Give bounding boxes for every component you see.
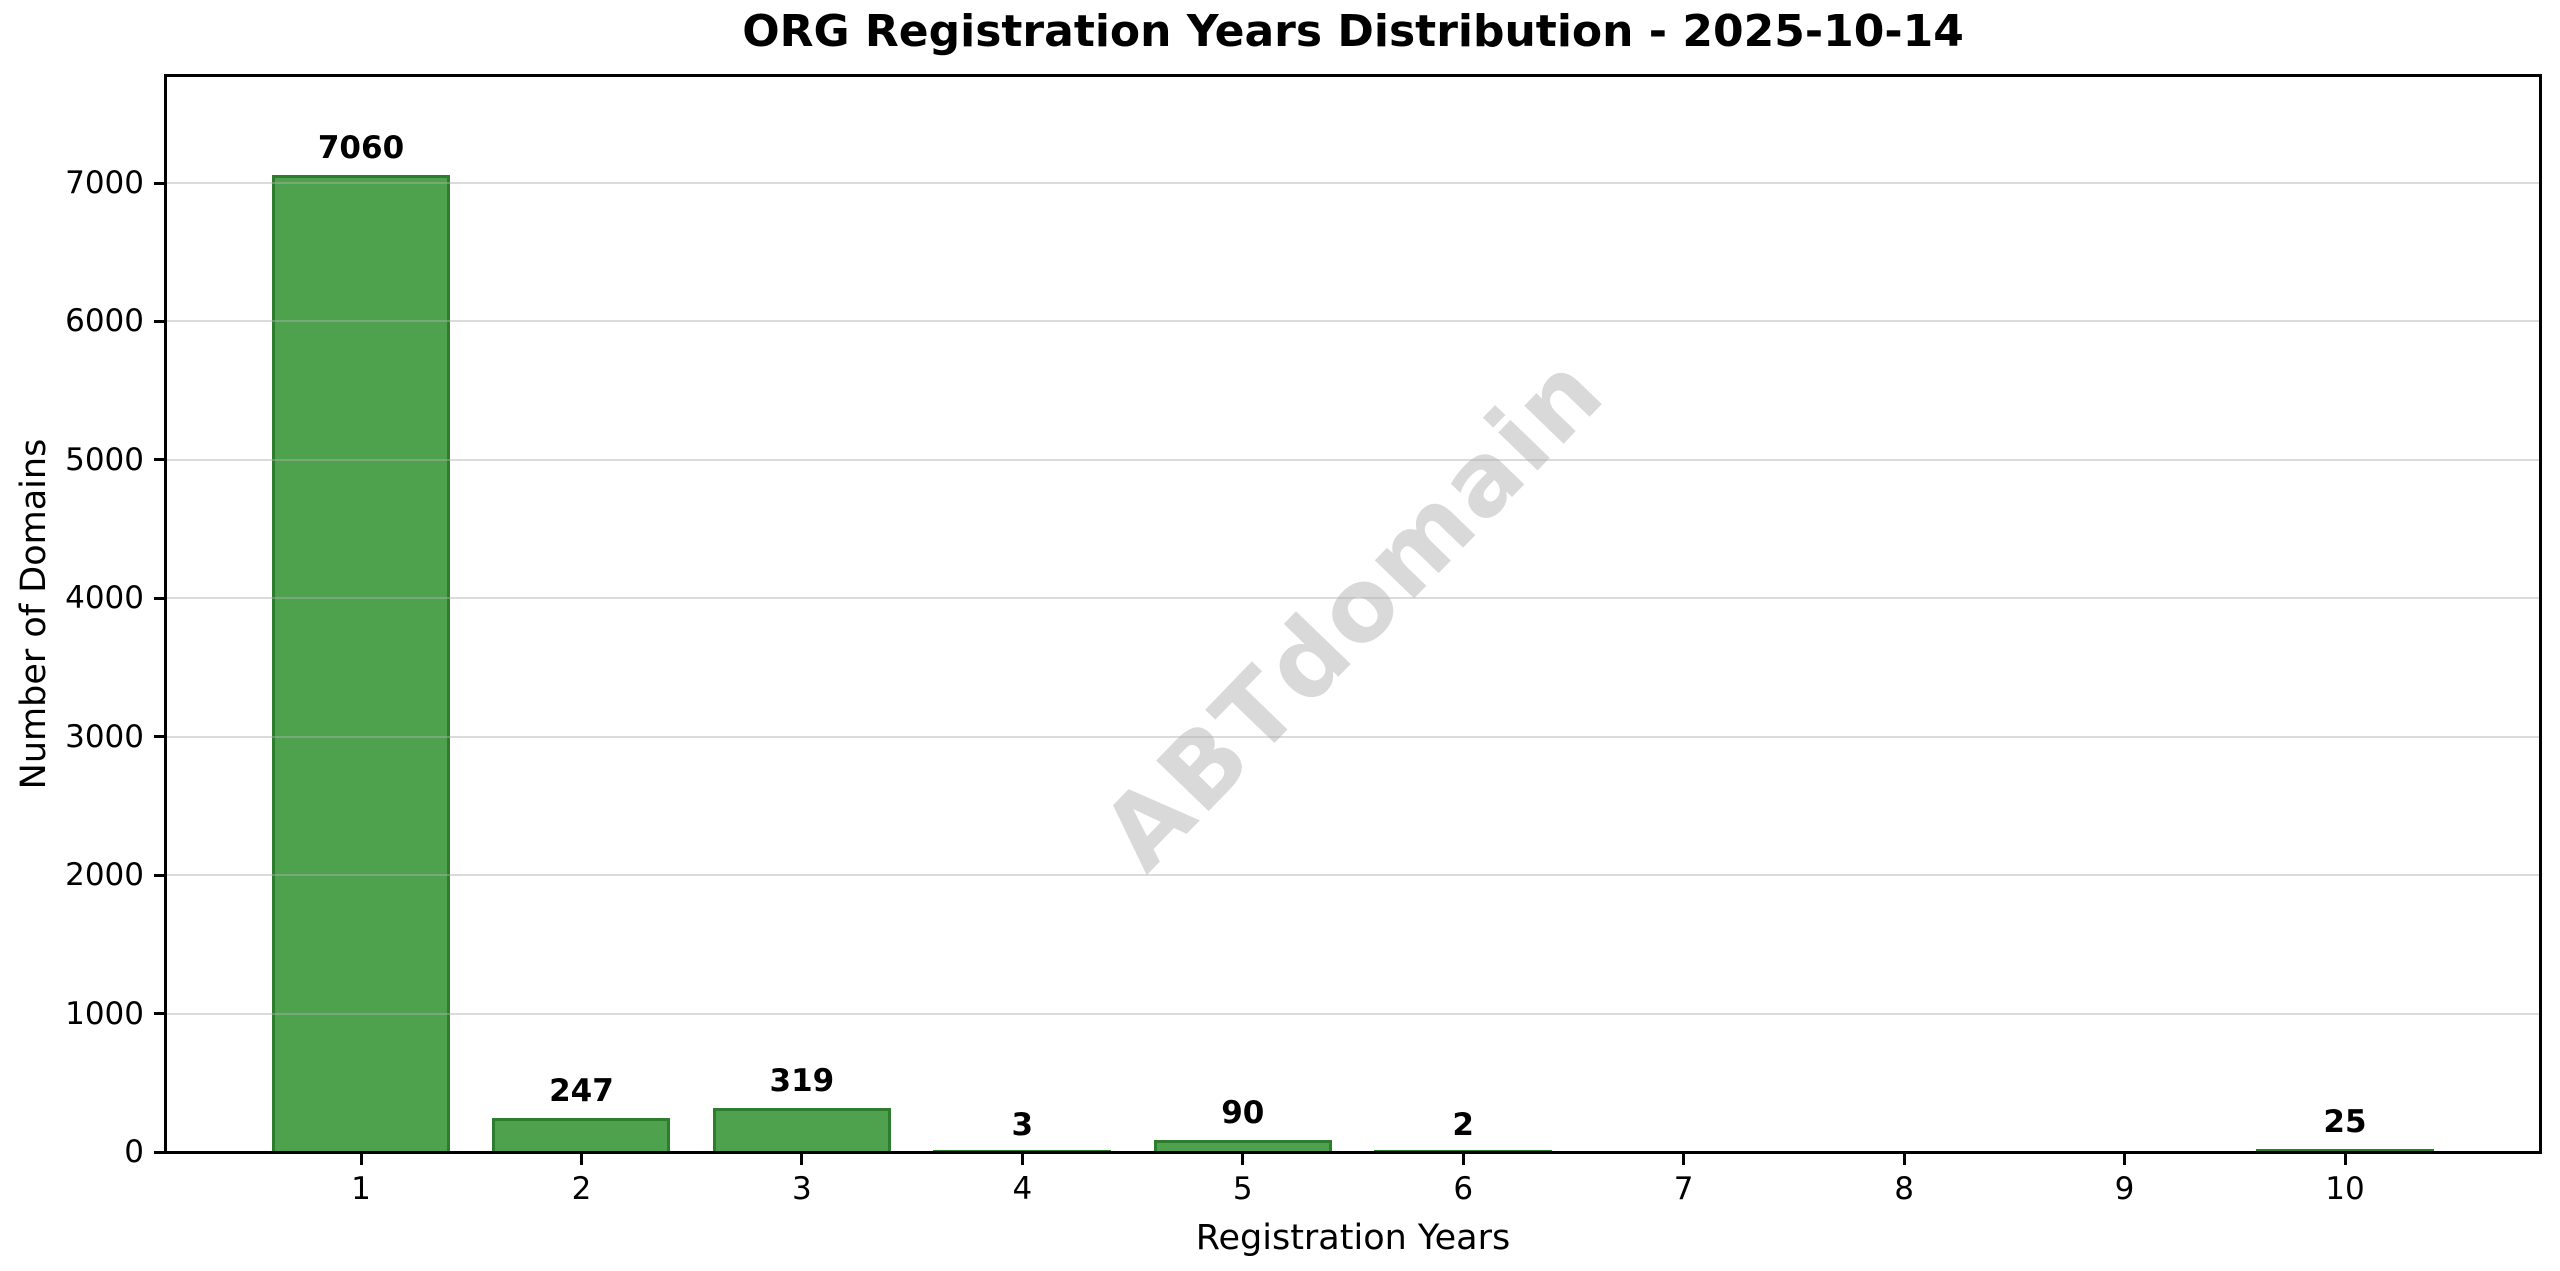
x-axis-tick (1902, 1153, 1906, 1165)
bar-value-label: 25 (2323, 1103, 2367, 1140)
x-axis-tick (1020, 1153, 1024, 1165)
x-tick-label: 10 (2325, 1171, 2365, 1207)
y-axis-tick (154, 1012, 166, 1016)
bar (933, 1149, 1112, 1152)
x-tick-label: 9 (2114, 1171, 2135, 1207)
x-tick-label: 8 (1894, 1171, 1914, 1207)
y-tick-label: 7000 (65, 165, 144, 201)
bar-value-label: 319 (769, 1062, 835, 1099)
y-axis-tick (154, 596, 166, 600)
y-axis-label: Number of Domains (14, 438, 54, 790)
y-tick-label: 2000 (65, 857, 144, 894)
bar-value-label: 3 (1011, 1106, 1034, 1143)
gridline (166, 874, 2540, 877)
bar-value-label: 247 (549, 1072, 614, 1109)
x-axis-tick (2343, 1153, 2347, 1165)
y-tick-label: 4000 (65, 580, 144, 617)
y-axis-tick (154, 735, 166, 739)
x-axis-tick (1241, 1153, 1245, 1165)
gridline (166, 597, 2540, 600)
bar-value-label: 7060 (317, 129, 405, 166)
x-tick-label: 4 (1012, 1171, 1033, 1207)
gridline (166, 320, 2540, 323)
y-axis-tick (154, 458, 166, 462)
x-axis-tick (579, 1153, 583, 1165)
gridline (166, 458, 2540, 461)
gridline (166, 182, 2540, 184)
bar-value-label: 2 (1452, 1106, 1474, 1143)
y-axis-tick (154, 873, 166, 877)
y-axis-tick (154, 181, 166, 185)
x-axis-tick (359, 1153, 363, 1165)
bar (1153, 1139, 1332, 1152)
gridline (166, 735, 2540, 738)
x-tick-label: 3 (792, 1171, 812, 1207)
x-axis-tick (1682, 1153, 1686, 1165)
bar-value-label: 90 (1221, 1094, 1265, 1131)
x-tick-label: 6 (1453, 1171, 1474, 1207)
x-axis-tick (2123, 1153, 2127, 1165)
bar (272, 174, 450, 1152)
x-axis-label: Registration Years (1195, 1218, 1511, 1258)
bar (1374, 1149, 1553, 1152)
y-tick-label: 0 (124, 1134, 144, 1170)
x-tick-label: 2 (571, 1171, 592, 1207)
chart-title: ORG Registration Years Distribution - 20… (742, 6, 1964, 57)
y-tick-label: 6000 (65, 303, 144, 340)
gridline (166, 1012, 2540, 1015)
bar (492, 1117, 671, 1152)
y-tick-label: 5000 (65, 441, 144, 478)
y-tick-label: 3000 (65, 718, 144, 755)
bar (712, 1107, 891, 1152)
x-tick-label: 7 (1673, 1171, 1694, 1207)
y-axis-tick (154, 319, 166, 323)
bar (2256, 1148, 2434, 1152)
x-tick-label: 1 (351, 1171, 371, 1207)
y-tick-label: 1000 (65, 995, 144, 1032)
x-axis-tick (800, 1153, 804, 1165)
y-axis-tick (154, 1150, 166, 1154)
x-axis-tick (1461, 1153, 1465, 1165)
x-tick-label: 5 (1232, 1171, 1253, 1207)
